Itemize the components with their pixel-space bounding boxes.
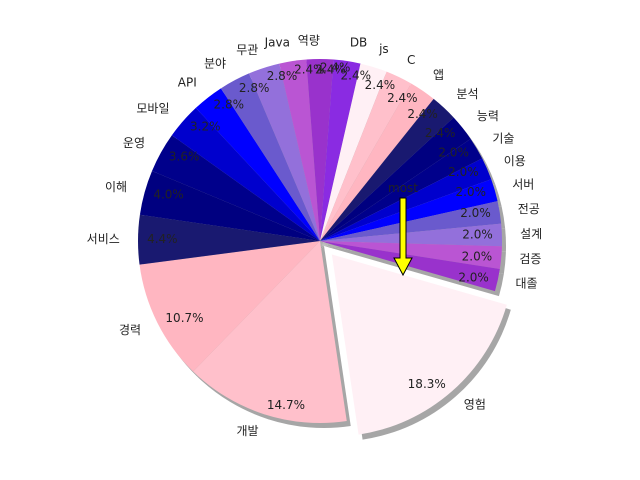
pie-slice-13 [320,59,361,241]
slice-pct-19: 2.0% [438,146,469,160]
slice-label-5: 이해 [105,180,127,194]
slice-pct-23: 2.0% [462,228,493,242]
pie-slice-19 [320,138,483,241]
pie-slice-3 [139,241,320,372]
slice-pct-25: 2.0% [458,271,489,285]
slice-pct-12: 2.4% [320,61,351,75]
slice-pct-5: 4.0% [153,187,184,201]
slice-pct-7: 3.2% [190,119,221,133]
slice-label-10: 무관 [236,43,258,57]
slice-pct-17: 2.4% [407,107,438,121]
slice-label-15: C [407,53,415,67]
annotation-text: most [388,181,418,195]
slice-pct-9: 2.8% [239,81,269,95]
annotation-arrow-icon [393,197,413,277]
slice-pct-20: 2.0% [448,165,479,179]
slice-label-1: 영험 [464,398,486,412]
pie-slice-16 [320,83,434,241]
slice-pct-4: 4.4% [147,232,178,246]
slice-pct-16: 2.4% [387,91,418,105]
slice-pct-8: 2.8% [214,97,245,111]
pie-slice-6 [152,135,320,241]
slice-pct-11: 2.4% [294,63,325,77]
pie-slice-21 [320,179,498,241]
slice-label-2: 개발 [236,424,258,438]
slice-label-8: API [178,76,197,90]
pie-slice-12 [306,59,334,242]
slice-label-12: 역량 [298,33,320,47]
pie-slice-8 [195,88,320,241]
slice-label-16: 앱 [433,68,444,82]
pie-labels: 영험 18.3% 개발 14.7% 경력 10.7% 서비스 4.4% 이해 4.0% 운영 3.6%… [87,33,543,438]
slice-label-9: 분야 [204,57,226,71]
pie-slice-5 [139,170,320,241]
slice-label-20: 이용 [504,154,526,168]
slice-pct-10: 2.8% [267,69,298,83]
pie-slice-25 [320,241,500,292]
pie-slice-2 [193,241,347,424]
slice-pct-1: 18.3% [408,377,446,391]
slice-pct-22: 2.0% [460,206,491,220]
pie-slice-18 [320,117,471,241]
slice-label-6: 운영 [123,136,145,150]
pie-slice-1 [331,254,507,435]
pie-slice-17 [320,98,454,242]
slice-pct-15: 2.4% [365,78,396,92]
slice-label-7: 모바일 [136,101,169,115]
slice-label-13: DB [350,36,367,50]
slice-pct-6: 3.6% [169,149,200,163]
slice-label-25: 대졸 [516,277,538,291]
pie-slice-4 [138,214,320,265]
slice-label-3: 경력 [119,323,141,337]
slice-shadow-25 [324,246,504,297]
slice-label-4: 서비스 [87,232,120,246]
pie-slice-14 [320,63,387,241]
slice-pct-14: 2.4% [341,68,372,82]
pie-slice-23 [320,223,502,247]
slice-label-18: 능력 [477,109,499,123]
pie-slice-11 [279,59,320,242]
slice-label-17: 분석 [456,87,478,101]
slice-pct-3: 10.7% [165,311,203,325]
pie-slice-22 [320,201,502,241]
slice-label-19: 기술 [492,132,514,146]
slice-pct-18: 2.4% [425,126,456,140]
pie-slice-15 [320,71,412,241]
slice-label-23: 설계 [520,227,542,241]
pie-slice-10 [249,63,320,241]
slice-label-22: 전공 [518,202,540,216]
most-annotation: most [388,181,418,277]
pie-slice-24 [320,241,502,269]
pie-slice-9 [220,73,320,241]
pie-slice-7 [171,107,320,241]
slice-label-14: js [378,42,389,56]
slice-label-21: 서버 [512,178,534,192]
slice-pct-2: 14.7% [267,398,305,412]
slice-label-11: Java [264,36,290,50]
slice-pct-24: 2.0% [462,249,493,263]
slice-label-24: 검증 [519,252,541,266]
slice-pct-13: 2.4% [315,63,346,77]
slice-pct-21: 2.0% [456,185,487,199]
